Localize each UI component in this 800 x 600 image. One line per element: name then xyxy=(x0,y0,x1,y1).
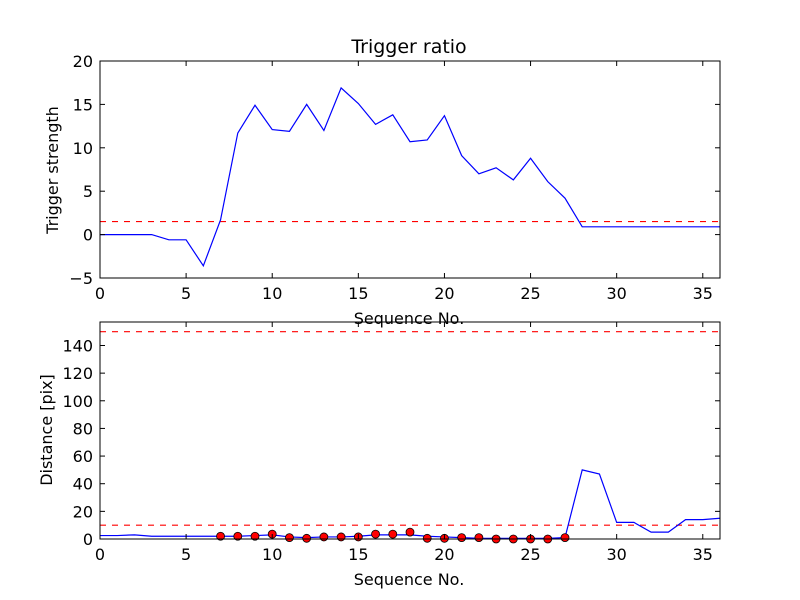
y-tick-label: 80 xyxy=(73,419,93,438)
y-tick-label: 0 xyxy=(83,530,93,549)
series-line xyxy=(100,86,720,268)
y-tick-label: 10 xyxy=(73,139,93,158)
x-tick-label: 5 xyxy=(181,545,191,564)
x-axis-label: Sequence No. xyxy=(354,309,465,328)
y-tick-label: 40 xyxy=(73,475,93,494)
y-tick-label: 140 xyxy=(62,336,93,355)
x-tick-label: 0 xyxy=(95,545,105,564)
data-point xyxy=(457,533,467,543)
data-point xyxy=(302,533,312,543)
data-point xyxy=(422,533,432,543)
chart-title: Trigger ratio xyxy=(350,36,466,58)
data-point xyxy=(474,533,484,543)
x-tick-label: 10 xyxy=(262,284,282,303)
data-point xyxy=(371,529,380,539)
y-axis-label: Trigger strength xyxy=(43,106,62,235)
x-axis-label: Sequence No. xyxy=(354,570,465,589)
x-tick-label: 35 xyxy=(693,284,713,303)
data-point xyxy=(560,533,570,543)
y-axis-label: Distance [pix] xyxy=(37,374,56,486)
data-point xyxy=(250,531,260,541)
plot-area: 0 5 10 15 20 25 30 35 0 20 40 60 80 100 120 140 xyxy=(62,321,721,564)
x-tick-label: 15 xyxy=(348,284,368,303)
data-point xyxy=(388,529,398,539)
y-tick-label: 120 xyxy=(62,364,93,383)
trigger-ratio-chart: Trigger ratio Sequence No. Trigger stren… xyxy=(43,36,721,328)
data-point xyxy=(336,532,346,542)
data-point xyxy=(285,533,294,543)
x-tick-label: 0 xyxy=(95,284,105,303)
x-tick-label: 35 xyxy=(693,545,713,564)
x-tick-label: 5 xyxy=(181,284,191,303)
axes-frame xyxy=(99,60,721,279)
x-tick-label: 25 xyxy=(520,284,540,303)
y-tick-label: 15 xyxy=(73,95,93,114)
data-point xyxy=(233,531,243,541)
data-point xyxy=(405,527,415,537)
y-tick-label: 100 xyxy=(62,392,93,411)
y-tick-label: 20 xyxy=(73,52,93,71)
x-tick-label: 15 xyxy=(348,545,368,564)
x-tick-label: 30 xyxy=(606,545,626,564)
x-tick-label: 20 xyxy=(434,284,454,303)
distance-chart: Sequence No. Distance [pix] 0 5 10 15 20 25 30… xyxy=(37,321,721,589)
y-tick-label: 20 xyxy=(73,502,93,521)
x-tick-label: 10 xyxy=(262,545,282,564)
x-tick-label: 30 xyxy=(606,284,626,303)
axes-frame xyxy=(99,321,721,540)
data-point xyxy=(319,532,329,542)
y-tick-label: −5 xyxy=(69,269,93,288)
y-tick-label: 5 xyxy=(83,182,93,201)
x-tick-label: 20 xyxy=(434,545,454,564)
x-tick-label: 25 xyxy=(520,545,540,564)
data-point xyxy=(216,531,225,541)
y-tick-label: 60 xyxy=(73,447,93,466)
y-tick-label: 0 xyxy=(83,226,93,245)
